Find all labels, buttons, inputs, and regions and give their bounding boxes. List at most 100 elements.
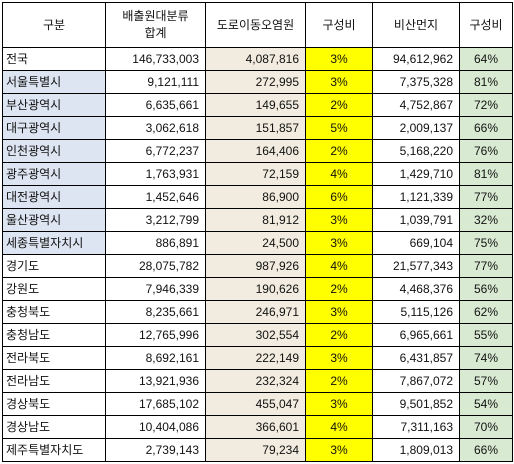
cell-road-ratio: 2%: [305, 323, 373, 347]
cell-road-ratio: 2%: [305, 277, 373, 301]
cell-region: 서울특별시: [2, 70, 106, 94]
cell-road-ratio: 3%: [305, 300, 373, 324]
header-road: 도로이동오염원: [205, 2, 306, 48]
header-dust: 비산먼지: [372, 2, 460, 48]
cell-region: 인천광역시: [2, 139, 106, 163]
cell-road: 455,047: [205, 392, 306, 416]
cell-total: 8,692,161: [105, 346, 206, 370]
cell-dust-ratio: 76%: [459, 139, 513, 163]
cell-dust: 7,867,072: [372, 369, 460, 393]
table-row: 세종특별자치시 886,891 24,500 3% 669,104 75%: [2, 231, 513, 255]
cell-region: 충청북도: [2, 300, 106, 324]
cell-road: 151,857: [205, 116, 306, 140]
header-road-ratio: 구성비: [305, 2, 373, 48]
cell-total: 9,121,111: [105, 70, 206, 94]
header-dust-ratio: 구성비: [459, 2, 513, 48]
cell-road: 149,655: [205, 93, 306, 117]
table-row: 대구광역시 3,062,618 151,857 5% 2,009,137 66%: [2, 116, 513, 140]
cell-dust: 9,501,852: [372, 392, 460, 416]
cell-dust-ratio: 54%: [459, 392, 513, 416]
header-row: 구분 배출원대분류 합계 도로이동오염원 구성비 비산먼지 구성비: [2, 2, 513, 48]
cell-road: 164,406: [205, 139, 306, 163]
table-row: 제주특별자치도 2,739,143 79,234 3% 1,809,013 66%: [2, 438, 513, 462]
cell-dust: 1,429,710: [372, 162, 460, 186]
cell-total: 3,062,618: [105, 116, 206, 140]
cell-region: 세종특별자치시: [2, 231, 106, 255]
cell-road: 24,500: [205, 231, 306, 255]
cell-total: 7,946,339: [105, 277, 206, 301]
cell-road-ratio: 3%: [305, 438, 373, 462]
cell-total: 1,452,646: [105, 185, 206, 209]
cell-total: 13,921,936: [105, 369, 206, 393]
table-row: 서울특별시 9,121,111 272,995 3% 7,375,328 81%: [2, 70, 513, 94]
cell-dust-ratio: 75%: [459, 231, 513, 255]
cell-road: 86,900: [205, 185, 306, 209]
cell-road: 81,912: [205, 208, 306, 232]
header-region: 구분: [2, 2, 106, 48]
table-row: 경상남도 10,404,086 366,601 4% 7,311,163 70%: [2, 415, 513, 439]
cell-road-ratio: 2%: [305, 369, 373, 393]
cell-road: 272,995: [205, 70, 306, 94]
cell-dust-ratio: 66%: [459, 116, 513, 140]
cell-region: 대구광역시: [2, 116, 106, 140]
cell-dust: 6,965,661: [372, 323, 460, 347]
cell-road: 302,554: [205, 323, 306, 347]
cell-region: 강원도: [2, 277, 106, 301]
table-row: 경기도 28,075,782 987,926 4% 21,577,343 77%: [2, 254, 513, 278]
cell-dust: 6,431,857: [372, 346, 460, 370]
cell-dust: 1,039,791: [372, 208, 460, 232]
cell-dust: 5,115,126: [372, 300, 460, 324]
cell-road: 246,971: [205, 300, 306, 324]
cell-region: 전국: [2, 47, 106, 71]
cell-dust-ratio: 56%: [459, 277, 513, 301]
cell-dust-ratio: 55%: [459, 323, 513, 347]
cell-dust-ratio: 64%: [459, 47, 513, 71]
cell-road-ratio: 3%: [305, 346, 373, 370]
header-total: 배출원대분류 합계: [105, 2, 206, 48]
cell-region: 충청남도: [2, 323, 106, 347]
cell-dust: 21,577,343: [372, 254, 460, 278]
table-row: 울산광역시 3,212,799 81,912 3% 1,039,791 32%: [2, 208, 513, 232]
cell-total: 886,891: [105, 231, 206, 255]
cell-dust-ratio: 77%: [459, 185, 513, 209]
cell-dust-ratio: 57%: [459, 369, 513, 393]
cell-dust: 2,009,137: [372, 116, 460, 140]
cell-dust-ratio: 81%: [459, 162, 513, 186]
cell-total: 3,212,799: [105, 208, 206, 232]
cell-region: 울산광역시: [2, 208, 106, 232]
table-row: 경상북도 17,685,102 455,047 3% 9,501,852 54%: [2, 392, 513, 416]
cell-road-ratio: 4%: [305, 415, 373, 439]
cell-dust-ratio: 66%: [459, 438, 513, 462]
cell-road: 190,626: [205, 277, 306, 301]
table-body: 전국 146,733,003 4,087,816 3% 94,612,962 64% 서울특…: [2, 47, 513, 462]
cell-dust: 5,168,220: [372, 139, 460, 163]
cell-dust: 94,612,962: [372, 47, 460, 71]
cell-road: 4,087,816: [205, 47, 306, 71]
cell-total: 146,733,003: [105, 47, 206, 71]
cell-dust: 4,752,867: [372, 93, 460, 117]
table-row: 인천광역시 6,772,237 164,406 2% 5,168,220 76%: [2, 139, 513, 163]
cell-region: 부산광역시: [2, 93, 106, 117]
cell-total: 2,739,143: [105, 438, 206, 462]
cell-road-ratio: 2%: [305, 93, 373, 117]
cell-total: 10,404,086: [105, 415, 206, 439]
cell-road-ratio: 4%: [305, 254, 373, 278]
cell-dust: 4,468,376: [372, 277, 460, 301]
cell-dust-ratio: 77%: [459, 254, 513, 278]
cell-dust-ratio: 62%: [459, 300, 513, 324]
cell-road-ratio: 3%: [305, 70, 373, 94]
cell-region: 경기도: [2, 254, 106, 278]
cell-region: 제주특별자치도: [2, 438, 106, 462]
cell-region: 경상남도: [2, 415, 106, 439]
cell-dust: 1,121,339: [372, 185, 460, 209]
cell-road: 366,601: [205, 415, 306, 439]
cell-dust: 1,809,013: [372, 438, 460, 462]
cell-total: 12,765,996: [105, 323, 206, 347]
cell-dust-ratio: 74%: [459, 346, 513, 370]
cell-total: 28,075,782: [105, 254, 206, 278]
cell-dust-ratio: 72%: [459, 93, 513, 117]
cell-road-ratio: 4%: [305, 162, 373, 186]
cell-road: 79,234: [205, 438, 306, 462]
cell-road: 987,926: [205, 254, 306, 278]
